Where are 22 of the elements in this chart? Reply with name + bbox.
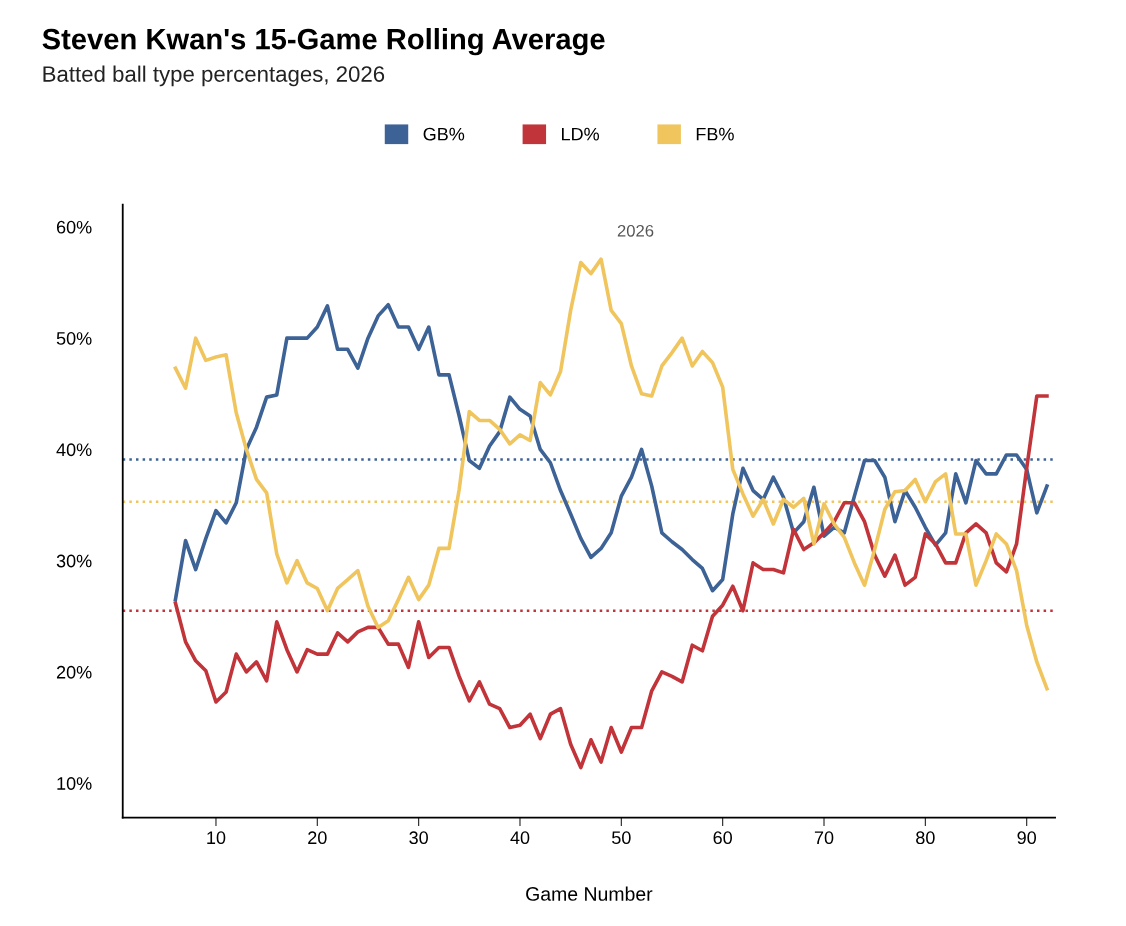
annotation: 2026 xyxy=(617,224,654,237)
legend-label: FB% xyxy=(696,127,734,141)
x-tick-label: 70 xyxy=(814,831,834,845)
x-tick-label: 60 xyxy=(713,831,732,845)
x-tick-label: 50 xyxy=(612,831,631,845)
x-tick-label: 90 xyxy=(1017,831,1037,845)
x-tick-label: 80 xyxy=(916,831,935,845)
x-tick-label: 30 xyxy=(409,831,428,845)
legend-label: GB% xyxy=(423,127,465,141)
x-axis-title: Game Number xyxy=(526,886,653,901)
y-tick-label: 40% xyxy=(56,443,92,457)
y-tick-label: 20% xyxy=(56,665,92,679)
chart-title: Steven Kwan's 15-Game Rolling Average xyxy=(42,28,605,56)
x-tick-label: 20 xyxy=(308,831,327,845)
chart-subtitle: Batted ball type percentages, 2026 xyxy=(43,65,385,87)
x-tick-label: 10 xyxy=(207,831,226,845)
y-tick-label: 10% xyxy=(57,777,92,790)
y-tick-label: 60% xyxy=(56,220,92,234)
legend-label: LD% xyxy=(562,127,600,141)
x-tick-label: 40 xyxy=(510,831,530,845)
y-tick-label: 50% xyxy=(56,332,92,345)
y-tick-label: 30% xyxy=(56,554,92,568)
